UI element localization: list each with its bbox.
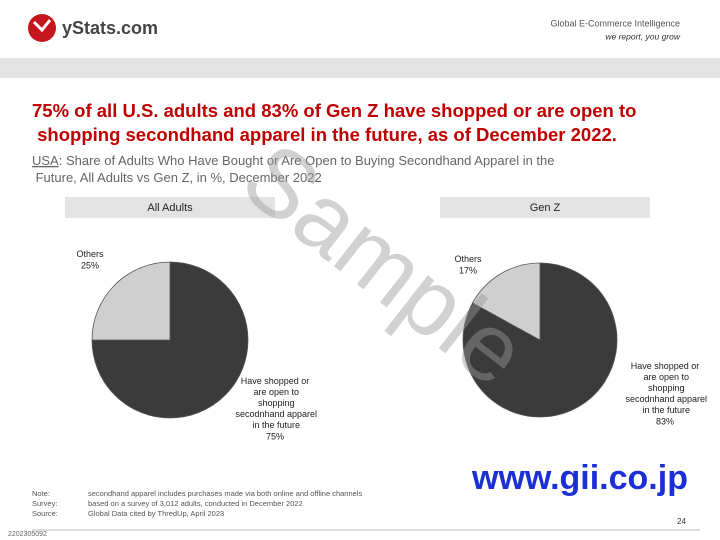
slice-label: Have shopped or are open to shopping sec… bbox=[623, 361, 707, 415]
slice-label: Others bbox=[76, 249, 104, 259]
note-text: secondhand apparel includes purchases ma… bbox=[88, 489, 362, 498]
doc-code: 2202305092 bbox=[8, 531, 47, 538]
chart-title: Gen Z bbox=[530, 202, 561, 214]
chart-header bbox=[65, 197, 275, 218]
page-number: 24 bbox=[677, 517, 686, 526]
note-key: Note: bbox=[32, 489, 50, 498]
slice-label: Others bbox=[454, 254, 482, 264]
subtitle-region: USA bbox=[32, 153, 59, 168]
pie-slice bbox=[471, 262, 541, 341]
slice-label: Have shopped or are open to shopping sec… bbox=[233, 376, 317, 430]
slice-value-label: 17% bbox=[459, 265, 477, 275]
chart-header bbox=[440, 197, 650, 218]
chart-title: All Adults bbox=[147, 202, 193, 214]
tagline: Global E-Commerce Intelligence bbox=[550, 18, 680, 28]
note-key: Source: bbox=[32, 509, 58, 518]
slide-title: 75% of all U.S. adults and 83% of Gen Z … bbox=[32, 100, 636, 145]
note-text: based on a survey of 3,012 adults, condu… bbox=[88, 499, 303, 508]
pie-slice bbox=[91, 261, 171, 341]
logo-check bbox=[32, 19, 52, 33]
note-key: Survey: bbox=[32, 499, 57, 508]
logo-text: yStats.com bbox=[62, 18, 158, 38]
pie-slice bbox=[91, 261, 249, 419]
slice-value-label: 75% bbox=[266, 431, 284, 441]
site-watermark: www.gii.co.jp bbox=[471, 459, 688, 497]
slice-value-label: 83% bbox=[656, 416, 674, 426]
header-band bbox=[0, 58, 720, 78]
slice-value-label: 25% bbox=[81, 260, 99, 270]
note-text: Global Data cited by ThredUp, April 2023 bbox=[88, 509, 224, 518]
motto: we report, you grow bbox=[605, 31, 681, 41]
